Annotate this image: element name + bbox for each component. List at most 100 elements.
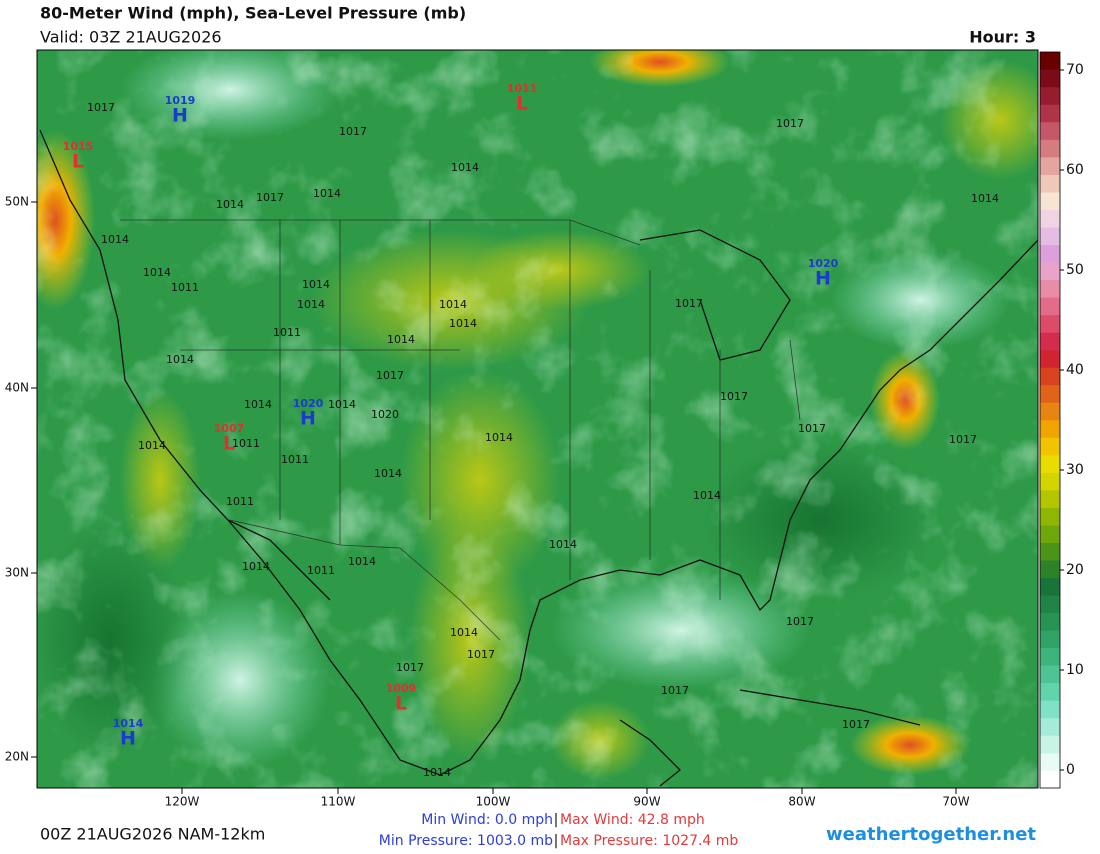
colorbar-swatch [1040, 227, 1060, 246]
isobar-label: 1014 [143, 266, 171, 279]
wind-field [37, 50, 1038, 788]
colorbar-swatch [1040, 52, 1060, 70]
isobar-label: 1014 [313, 187, 341, 200]
isobar-label: 1014 [450, 626, 478, 639]
isobar-label: 1014 [138, 439, 166, 452]
isobar-label: 1014 [693, 489, 721, 502]
isobar-label: 1014 [374, 467, 402, 480]
colorbar-swatch [1040, 665, 1060, 684]
isobar-label: 1014 [485, 431, 513, 444]
forecast-hour: Hour: 3 [969, 28, 1036, 47]
colorbar-swatch [1040, 262, 1060, 281]
colorbar-label: 20 [1066, 562, 1084, 578]
site-credit: weathertogether.net [826, 824, 1036, 845]
colorbar-swatch [1040, 682, 1060, 701]
max-wind: Max Wind: 42.8 mph [560, 812, 705, 828]
colorbar-swatch [1040, 297, 1060, 316]
min-pressure: Min Pressure: 1003.0 mb [379, 833, 553, 849]
isobar-label: 1014 [423, 766, 451, 779]
colorbar-swatch [1040, 542, 1060, 561]
isobar-label: 1011 [273, 326, 301, 339]
center-value: 1009 [386, 682, 417, 695]
lat-label: 40N [5, 381, 29, 395]
colorbar-label: 10 [1066, 662, 1084, 678]
isobar-label: 1017 [842, 718, 870, 731]
isobar-label: 1011 [232, 437, 260, 450]
colorbar-swatch [1040, 455, 1060, 473]
isobar-label: 1017 [675, 297, 703, 310]
colorbar-frame [1039, 51, 1061, 789]
colorbar-swatch [1040, 402, 1060, 421]
colorbar-swatch [1040, 244, 1060, 263]
colorbar-label: 60 [1066, 162, 1084, 178]
colorbar-swatch [1040, 104, 1060, 123]
isobar-label: 1014 [242, 560, 270, 573]
isobar-label: 1020 [371, 408, 399, 421]
center-letter: L [223, 433, 235, 455]
isobar-label: 1014 [166, 353, 194, 366]
colorbar-swatch [1040, 157, 1060, 175]
colorbar-swatch [1040, 490, 1060, 508]
colorbar-label: 40 [1066, 362, 1084, 378]
colorbar-swatch [1040, 174, 1060, 193]
isobar-label: 1014 [348, 555, 376, 568]
borders [120, 219, 801, 641]
isobar-label: 1011 [281, 453, 309, 466]
colorbar-swatch [1040, 612, 1060, 631]
isobar-label: 1014 [297, 298, 325, 311]
isobar-label: 1014 [549, 538, 577, 551]
isobar-label: 1017 [949, 433, 977, 446]
colorbar-swatch [1040, 87, 1060, 105]
isobar-label: 1014 [971, 192, 999, 205]
colorbar-swatch [1040, 69, 1060, 88]
lon-label: 100W [476, 795, 511, 809]
center-value: 1020 [293, 397, 324, 410]
max-pressure: Max Pressure: 1027.4 mb [560, 833, 738, 849]
isobar-label: 1014 [439, 298, 467, 311]
isobar-label: 1017 [87, 101, 115, 114]
isobar-label: 1017 [376, 369, 404, 382]
colorbar-swatch [1040, 420, 1060, 438]
colorbar-label: 50 [1066, 262, 1084, 278]
colorbar-swatch [1040, 525, 1060, 543]
isobar-label: 1017 [396, 661, 424, 674]
colorbar-swatch [1040, 314, 1060, 333]
isobar-label: 1014 [101, 233, 129, 246]
valid-time: Valid: 03Z 21AUG2026 [40, 28, 222, 47]
isobar-label: 1017 [339, 125, 367, 138]
isobar-label: 1014 [216, 198, 244, 211]
center-letter: H [172, 105, 188, 127]
colorbar-swatch [1040, 735, 1060, 754]
axes: 50N 40N 30N 20N 120W 110W 100W 90W 80W 70W [5, 195, 970, 809]
isobar-label: 1014 [451, 161, 479, 174]
colorbar-label: 70 [1066, 62, 1084, 78]
isobar-label: 1017 [467, 648, 495, 661]
center-letter: L [72, 151, 84, 173]
isobar-label: 1014 [449, 317, 477, 330]
lon-label: 70W [942, 795, 969, 809]
colorbar-swatch [1040, 384, 1060, 403]
isobar-label: 1017 [776, 117, 804, 130]
colorbar-swatch [1040, 122, 1060, 140]
colorbar-swatch [1040, 139, 1060, 158]
isobar-label: 1014 [302, 278, 330, 291]
lon-label: 80W [788, 795, 815, 809]
colorbar-swatch [1040, 279, 1060, 298]
colorbar-swatch [1040, 752, 1060, 771]
colorbar-swatch [1040, 647, 1060, 666]
isobar-label: 1014 [244, 398, 272, 411]
isobar-label: 1011 [307, 564, 335, 577]
center-letter: L [516, 93, 528, 115]
separator: | [554, 833, 559, 849]
isobar-labels: 1017 1017 1014 1014 1017 1014 1014 1014 1011 1014… [87, 101, 999, 779]
colorbar-swatch [1040, 332, 1060, 351]
colorbar-swatch [1040, 472, 1060, 491]
model-run: 00Z 21AUG2026 NAM-12km [40, 825, 265, 844]
center-letter: L [395, 693, 407, 715]
lat-label: 30N [5, 566, 29, 580]
isobar-label: 1011 [226, 495, 254, 508]
colorbar-swatch [1040, 630, 1060, 649]
center-value: 1014 [113, 717, 144, 730]
colorbar-swatch [1040, 595, 1060, 614]
